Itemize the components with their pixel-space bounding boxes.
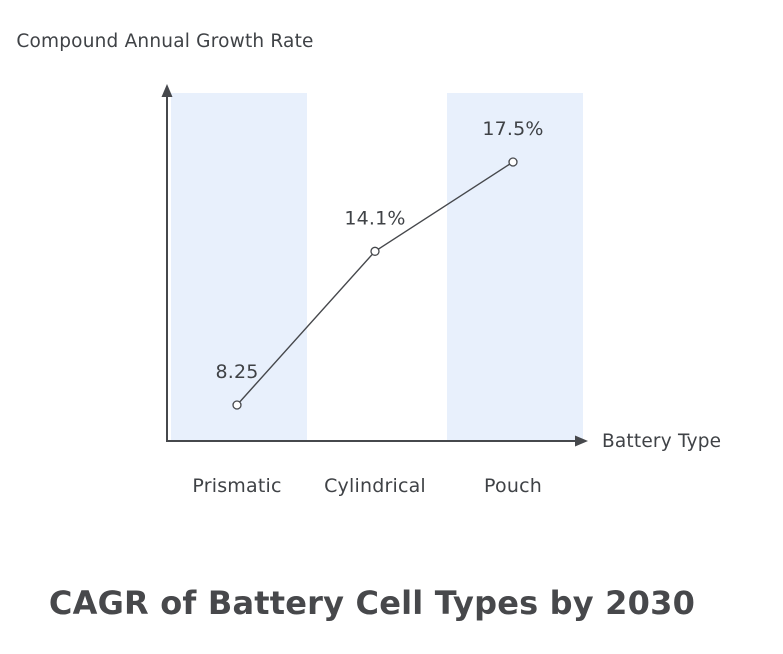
- point-value-label-prismatic: 8.25: [215, 361, 258, 383]
- data-point-marker-pouch: [508, 157, 518, 167]
- point-value-label-pouch: 17.5%: [482, 118, 543, 140]
- highlight-band-prismatic: [171, 93, 307, 440]
- category-label-prismatic: Prismatic: [192, 475, 281, 497]
- y-axis-arrowhead: [161, 84, 173, 97]
- x-axis-title: Battery Type: [602, 431, 722, 452]
- point-value-label-cylindrical: 14.1%: [344, 207, 405, 229]
- data-point-marker-cylindrical: [370, 246, 380, 256]
- y-axis-title: Compound Annual Growth Rate: [16, 31, 314, 52]
- category-label-pouch: Pouch: [484, 475, 542, 497]
- x-axis-arrowhead: [575, 435, 588, 447]
- highlight-band-pouch: [447, 93, 583, 440]
- data-point-marker-prismatic: [232, 400, 242, 410]
- category-label-cylindrical: Cylindrical: [324, 475, 426, 497]
- chart-title: CAGR of Battery Cell Types by 2030: [48, 584, 696, 622]
